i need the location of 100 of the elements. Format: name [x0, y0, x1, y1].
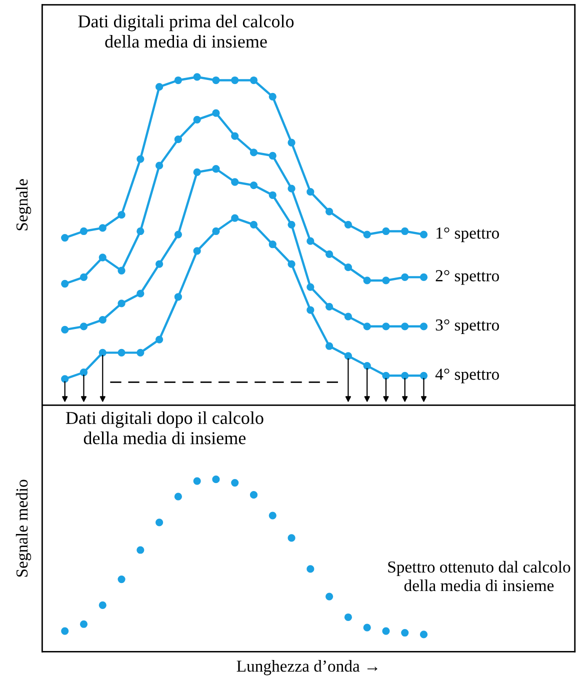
- point: [231, 132, 239, 140]
- point: [250, 220, 258, 228]
- point: [136, 290, 144, 298]
- point: [174, 76, 182, 84]
- annotation: Spettro ottenuto dal calcolo della media di insieme: [388, 560, 570, 592]
- point: [288, 260, 296, 268]
- point: [231, 478, 239, 487]
- point: [61, 234, 69, 242]
- point: [382, 227, 390, 236]
- point: [136, 348, 144, 356]
- chart-title: Dati digitali dopo il calcolo della media di insieme: [66, 411, 264, 444]
- chart-title: Dati digitali prima del calcolo della media di insieme: [78, 14, 294, 48]
- point: [231, 214, 239, 222]
- point: [325, 342, 334, 350]
- point: [401, 322, 409, 330]
- point: [231, 178, 239, 186]
- point: [420, 630, 428, 638]
- point: [80, 620, 88, 628]
- point: [174, 230, 182, 238]
- point: [363, 230, 371, 238]
- point: [155, 260, 164, 268]
- point: [212, 476, 220, 484]
- point: [344, 352, 352, 360]
- point: [288, 138, 296, 146]
- point: [325, 208, 334, 216]
- series-label: 2° spettro: [436, 270, 499, 285]
- point: [136, 227, 144, 236]
- point: [174, 492, 182, 500]
- point: [268, 92, 276, 100]
- point: [306, 237, 314, 245]
- point: [98, 316, 106, 324]
- point: [325, 250, 334, 258]
- point: [98, 601, 106, 609]
- x-axis-title: Lunghezza d’onda →: [236, 660, 378, 676]
- series-label: 3° spettro: [436, 319, 499, 334]
- point: [268, 152, 276, 160]
- point: [193, 477, 201, 485]
- point: [155, 336, 164, 344]
- point: [250, 76, 258, 84]
- point: [80, 322, 88, 330]
- point: [382, 627, 390, 635]
- point: [118, 300, 126, 308]
- point: [268, 512, 276, 520]
- point: [363, 322, 371, 330]
- point: [118, 576, 126, 584]
- point: [306, 306, 314, 314]
- point: [382, 372, 390, 380]
- point: [288, 184, 296, 192]
- point: [306, 565, 314, 573]
- point: [420, 230, 428, 238]
- point: [363, 362, 371, 370]
- point: [156, 518, 164, 526]
- point: [212, 227, 220, 236]
- point: [306, 188, 314, 196]
- series-label: 1° spettro: [436, 227, 499, 242]
- point: [80, 273, 88, 282]
- point: [118, 348, 126, 356]
- point: [212, 76, 220, 84]
- point: [136, 546, 144, 554]
- y-axis-title: Segnale medio: [16, 480, 32, 577]
- point: [250, 148, 258, 156]
- point: [155, 83, 164, 91]
- point: [118, 211, 126, 219]
- point: [344, 264, 352, 272]
- point: [288, 534, 296, 542]
- point: [344, 613, 352, 622]
- point: [80, 368, 88, 376]
- point: [80, 227, 88, 236]
- point: [306, 283, 314, 291]
- point: [61, 326, 69, 334]
- point: [136, 155, 144, 163]
- point: [401, 372, 409, 380]
- point: [420, 372, 428, 380]
- point: [344, 220, 352, 228]
- point: [231, 76, 239, 84]
- point: [401, 227, 409, 236]
- point: [193, 73, 201, 81]
- point: [193, 247, 201, 255]
- point: [193, 168, 201, 176]
- point: [193, 116, 201, 124]
- point: [326, 592, 334, 600]
- point: [61, 375, 69, 383]
- point: [344, 312, 352, 320]
- point: [250, 491, 258, 499]
- point: [268, 191, 276, 199]
- point: [61, 280, 69, 288]
- point: [61, 627, 69, 635]
- point: [288, 220, 296, 228]
- point: [363, 276, 371, 284]
- point: [174, 136, 182, 144]
- point: [268, 240, 276, 248]
- y-axis-title: Segnale: [16, 179, 32, 230]
- point: [98, 348, 106, 356]
- point: [155, 162, 164, 170]
- point: [401, 628, 409, 637]
- point: [174, 293, 182, 301]
- series-label: 4° spettro: [435, 368, 499, 384]
- point: [325, 302, 334, 311]
- point: [212, 109, 220, 117]
- point: [98, 254, 106, 262]
